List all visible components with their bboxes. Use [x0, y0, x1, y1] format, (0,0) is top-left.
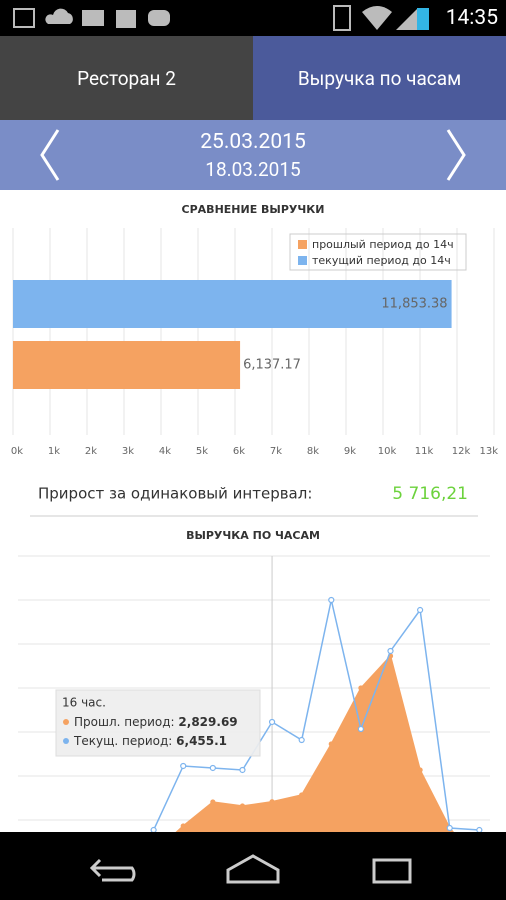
value-label: 11,853.38	[381, 297, 447, 312]
tooltip-row: Прошл. период: 2,829.69	[74, 715, 238, 729]
line-chart: 16 час. Прошл. период: 2,829.69 Текущ. пер…	[18, 555, 490, 832]
tab[interactable]: Ресторан 2	[0, 36, 253, 120]
system-icons	[333, 5, 418, 31]
point	[268, 718, 276, 726]
growth-value: 5 716,21	[392, 484, 468, 504]
battery-icon	[417, 8, 429, 30]
previous-date: 18.03.2015	[205, 158, 301, 181]
tooltip	[55, 689, 261, 757]
date-bar: 25.03.2015 18.03.2015	[0, 120, 506, 190]
tooltip-dot	[63, 719, 69, 725]
x-tick-label: 3k	[122, 446, 134, 457]
line	[152, 599, 480, 831]
growth-label: Прирост за одинаковый интервал:	[38, 485, 312, 503]
x-tick-label: 11k	[415, 446, 434, 457]
tooltip-label: Текущ. период:	[73, 734, 172, 748]
point	[269, 799, 275, 805]
x-tick-label: 6k	[233, 446, 245, 457]
prev-arrow[interactable]	[38, 128, 62, 182]
x-tick-label: 10k	[378, 446, 397, 457]
tooltip-value: 6,455.1	[176, 734, 227, 748]
status-bar: 14:35	[0, 0, 506, 36]
legend-label: текущий период до 14ч	[312, 254, 451, 267]
tooltip-label: Прошл. период:	[74, 715, 175, 729]
home-button[interactable]	[226, 854, 280, 884]
point	[328, 741, 334, 747]
point	[417, 767, 423, 773]
x-tick-label: 5k	[196, 446, 208, 457]
chart-title: СРАВНЕНИЕ ВЫРУЧКИ	[182, 203, 325, 216]
x-tick-label: 0k	[11, 446, 23, 457]
point	[357, 725, 364, 733]
point	[239, 803, 246, 809]
point	[209, 764, 216, 772]
legend-label: прошлый период до 14ч	[312, 238, 454, 251]
legend-box	[289, 233, 467, 271]
x-tick-label: 12k	[452, 446, 471, 457]
tooltip-dot	[63, 738, 69, 744]
point	[476, 826, 483, 832]
point	[180, 762, 187, 770]
tab-active[interactable]: Выручка по часам	[253, 36, 506, 120]
point	[299, 792, 305, 798]
x-tick-label: 7k	[270, 446, 282, 457]
bar	[13, 341, 241, 389]
chart-title: ВЫРУЧКА ПО ЧАСАМ	[186, 529, 320, 542]
point	[387, 647, 394, 655]
legend-swatch	[298, 240, 307, 249]
nav-bar	[0, 832, 506, 900]
tooltip-title: 16 час.	[62, 696, 106, 710]
tooltip-value: 2,829.69	[178, 715, 237, 729]
point	[417, 606, 424, 614]
status-icons	[13, 8, 170, 28]
point	[298, 736, 305, 744]
point	[239, 766, 246, 774]
x-tick-label: 4k	[159, 446, 171, 457]
next-arrow[interactable]	[444, 128, 468, 182]
point	[180, 823, 186, 829]
point	[446, 824, 453, 832]
bar	[13, 280, 452, 328]
x-tick-label: 9k	[344, 446, 356, 457]
nav-icons	[89, 854, 412, 884]
current-date: 25.03.2015	[200, 130, 306, 154]
x-tick-label: 1k	[48, 446, 60, 457]
x-tick-label: 13k	[479, 446, 498, 457]
clock: 14:35	[445, 6, 498, 30]
area	[175, 654, 454, 832]
point	[210, 799, 216, 805]
tooltip-row: Текущ. период: 6,455.1	[73, 734, 227, 748]
x-tick-label: 8k	[307, 446, 319, 457]
point	[150, 826, 157, 832]
value-label: 6,137.17	[243, 358, 301, 373]
recent-button[interactable]	[372, 858, 412, 884]
legend-swatch	[298, 256, 307, 265]
x-tick-label: 2k	[85, 446, 97, 457]
back-button[interactable]	[89, 858, 136, 882]
point	[358, 685, 364, 691]
charts: СРАВНЕНИЕ ВЫРУЧКИ Прирост за одинаковый …	[11, 203, 498, 832]
point	[328, 596, 335, 604]
